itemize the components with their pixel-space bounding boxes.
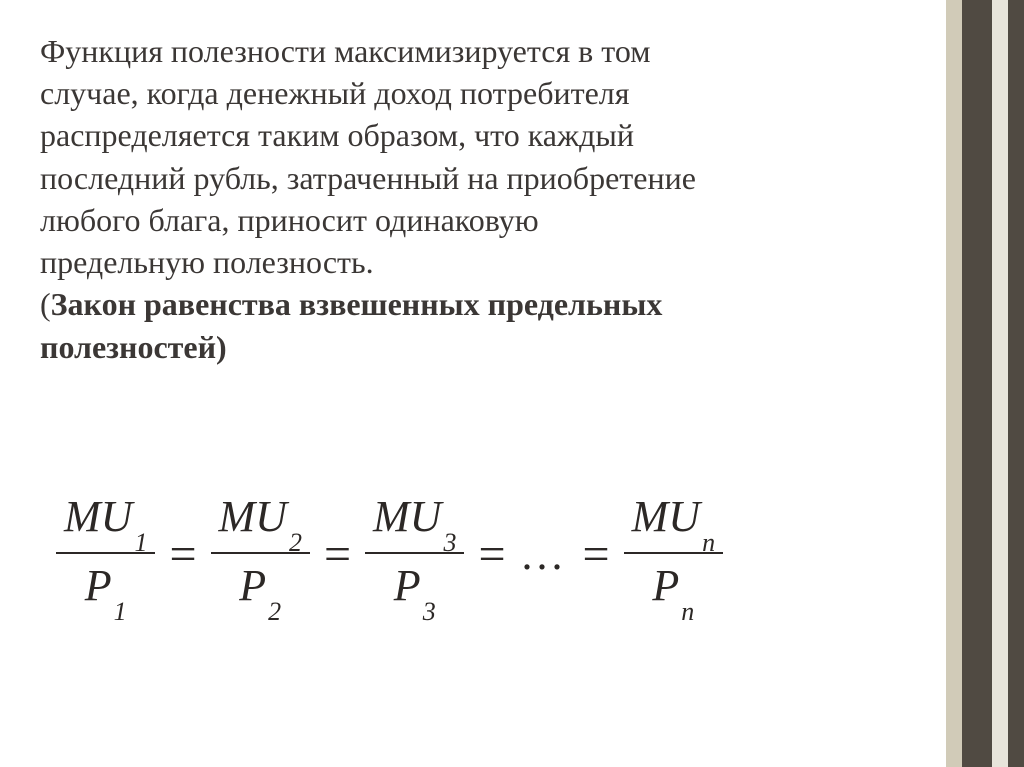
stripe-2 bbox=[962, 0, 992, 767]
fraction-denominator: P1 bbox=[85, 554, 127, 615]
text-line-7-bold: Закон равенства взвешенных предельных bbox=[51, 286, 663, 322]
fraction-denominator: P2 bbox=[239, 554, 281, 615]
fraction: MU1P1 bbox=[56, 495, 155, 615]
equals-sign: = bbox=[573, 527, 620, 582]
equals-sign: = bbox=[468, 527, 515, 582]
text-line-8-bold: полезностей) bbox=[40, 329, 227, 365]
fraction-denominator: Pn bbox=[652, 554, 694, 615]
stripe-3 bbox=[992, 0, 1008, 767]
slide-root: Функция полезности максимизируется в том… bbox=[0, 0, 1024, 767]
text-line-5: любого блага, приносит одинаковую bbox=[40, 202, 539, 238]
text-line-6: предельную полезность. bbox=[40, 244, 374, 280]
fraction-numerator: MUn bbox=[624, 495, 723, 554]
equimarginal-formula: MU1P1=MU2P2=MU3P3=...=MUnPn bbox=[52, 495, 922, 615]
text-line-2: случае, когда денежный доход потребителя bbox=[40, 75, 629, 111]
fraction-numerator: MU3 bbox=[365, 495, 464, 554]
stripe-1 bbox=[946, 0, 962, 767]
ellipsis: ... bbox=[516, 529, 573, 580]
fraction-numerator: MU2 bbox=[211, 495, 310, 554]
equals-sign: = bbox=[314, 527, 361, 582]
body-text: Функция полезности максимизируется в том… bbox=[40, 30, 920, 368]
fraction-denominator: P3 bbox=[394, 554, 436, 615]
side-stripes bbox=[946, 0, 1024, 767]
text-line-1: Функция полезности максимизируется в том bbox=[40, 33, 650, 69]
equals-sign: = bbox=[159, 527, 206, 582]
fraction: MU3P3 bbox=[365, 495, 464, 615]
text-line-4: последний рубль, затраченный на приобрет… bbox=[40, 160, 696, 196]
text-line-3: распределяется таким образом, что каждый bbox=[40, 117, 634, 153]
stripe-4 bbox=[1008, 0, 1024, 767]
fraction: MUnPn bbox=[624, 495, 723, 615]
fraction-numerator: MU1 bbox=[56, 495, 155, 554]
text-line-7-open: ( bbox=[40, 286, 51, 322]
fraction: MU2P2 bbox=[211, 495, 310, 615]
